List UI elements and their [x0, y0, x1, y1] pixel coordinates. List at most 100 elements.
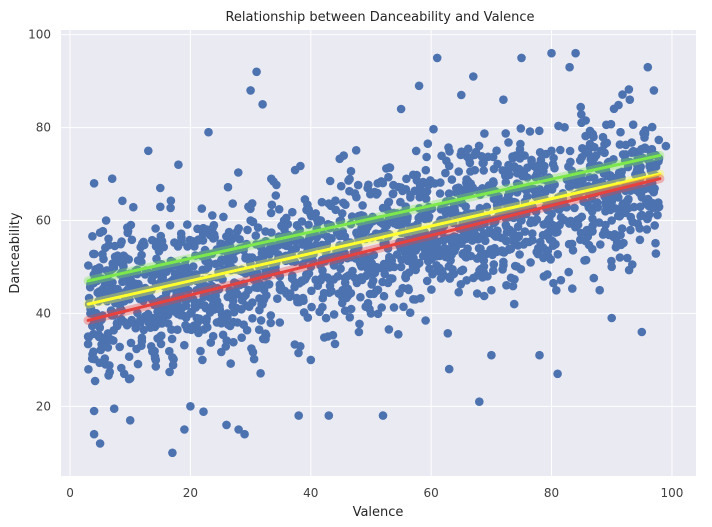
scatter-point [288, 207, 297, 217]
scatter-point [249, 354, 259, 364]
scatter-point [325, 176, 335, 186]
scatter-point [317, 197, 327, 207]
scatter-point [470, 231, 479, 240]
scatter-point [526, 218, 535, 228]
scatter-point [202, 317, 211, 326]
scatter-point [337, 209, 347, 218]
scatter-point [129, 202, 138, 212]
scatter-point [274, 205, 284, 214]
scatter-point [402, 174, 411, 184]
scatter-point [444, 364, 454, 374]
scatter-point [166, 203, 175, 213]
scatter-point [291, 244, 301, 253]
x-tick-label: 0 [66, 486, 74, 500]
scatter-point [654, 157, 663, 166]
scatter-point [522, 185, 531, 195]
scatter-point [384, 215, 394, 224]
scatter-point [232, 227, 242, 236]
scatter-point [454, 287, 464, 297]
scatter-point [105, 367, 114, 377]
scatter-point [564, 182, 574, 191]
scatter-point [514, 153, 524, 162]
scatter-point [258, 334, 268, 344]
scatter-point [430, 179, 440, 188]
scatter-point [523, 192, 532, 201]
scatter-point [324, 199, 334, 208]
scatter-point [317, 240, 327, 250]
scatter-point [256, 369, 265, 378]
scatter-point [428, 269, 437, 279]
scatter-point [197, 204, 207, 213]
scatter-point [320, 333, 329, 342]
scatter-point [226, 291, 235, 301]
scatter-point [411, 295, 420, 304]
scatter-point [124, 352, 134, 362]
scatter-point [480, 129, 489, 138]
scatter-point [109, 336, 118, 345]
scatter-point [86, 309, 95, 318]
scatter-point [266, 208, 276, 218]
scatter-point [498, 166, 507, 175]
scatter-point [170, 269, 180, 279]
scatter-point [180, 340, 189, 350]
scatter-point [146, 342, 156, 351]
scatter-point [470, 165, 480, 175]
scatter-point [254, 325, 264, 335]
scatter-point [565, 62, 574, 72]
scatter-point [324, 411, 334, 420]
scatter-point [598, 230, 608, 239]
scatter-point [187, 307, 196, 317]
scatter-point [394, 330, 403, 339]
scatter-point [243, 225, 252, 235]
scatter-point [140, 270, 150, 279]
scatter-point [411, 146, 421, 156]
scatter-point [444, 189, 454, 198]
scatter-point [118, 196, 127, 206]
scatter-point [101, 216, 111, 225]
scatter-point [528, 229, 537, 238]
scatter-point [94, 330, 104, 340]
scatter-point [358, 201, 367, 210]
scatter-point [498, 247, 508, 257]
scatter-point [303, 200, 312, 209]
scatter-point [126, 338, 136, 348]
scatter-point [401, 273, 411, 283]
scatter-point [614, 168, 624, 178]
scatter-point [389, 180, 398, 190]
scatter-point [502, 281, 511, 290]
scatter-point [125, 318, 135, 327]
scatter-point [588, 244, 597, 254]
scatter-point [447, 244, 457, 254]
y-tick-label: 40 [36, 306, 51, 320]
scatter-point [248, 217, 258, 227]
scatter-point [479, 256, 489, 265]
scatter-point [584, 203, 594, 212]
scatter-point [395, 216, 405, 226]
scatter-point [548, 236, 557, 246]
scatter-point [147, 235, 157, 245]
scatter-point [643, 183, 653, 192]
scatter-point [291, 237, 301, 246]
scatter-point [336, 264, 345, 274]
scatter-point [637, 327, 647, 337]
scatter-point [84, 333, 94, 342]
scatter-point [338, 285, 347, 295]
scatter-point [275, 318, 285, 327]
scatter-point [266, 318, 276, 328]
scatter-point [259, 295, 269, 305]
scatter-point [617, 224, 627, 233]
scatter-point [383, 198, 393, 208]
scatter-point [356, 259, 365, 269]
scatter-point [509, 299, 519, 309]
scatter-point [383, 278, 393, 288]
scatter-point [607, 216, 616, 225]
scatter-point [104, 286, 114, 296]
scatter-point [173, 242, 183, 251]
scatter-point [117, 363, 126, 373]
scatter-point [647, 122, 657, 132]
scatter-point [127, 235, 137, 245]
scatter-point [357, 211, 366, 220]
scatter-point [552, 286, 561, 295]
scatter-point [88, 321, 97, 331]
scatter-point [164, 319, 173, 328]
